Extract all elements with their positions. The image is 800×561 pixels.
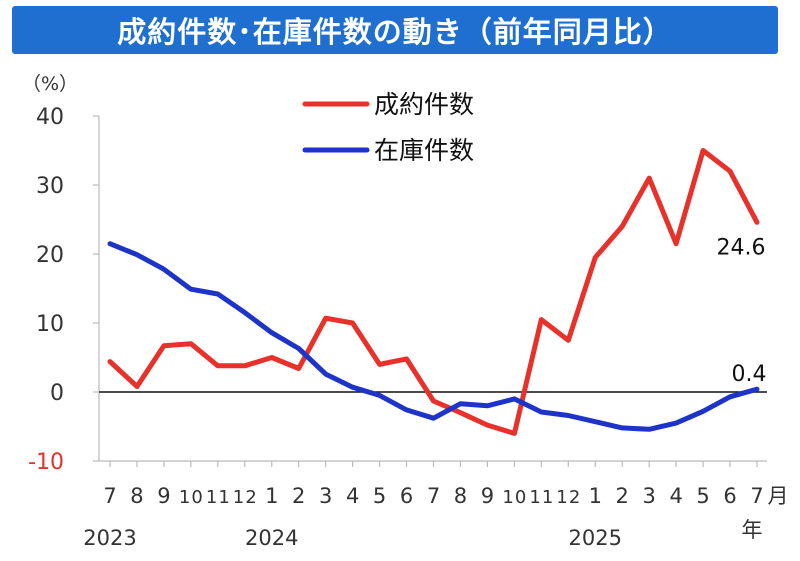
y-axis-unit-label: （%）	[22, 73, 78, 95]
x-tick-label: 10	[179, 487, 203, 508]
x-tick-label: 3	[642, 484, 655, 508]
x-axis-year-label: 2025	[569, 526, 622, 550]
x-axis-year-label: 2024	[245, 526, 298, 550]
chart-title-banner: 成約件数･在庫件数の動き（前年同月比）	[12, 6, 778, 54]
y-tick-label: -10	[28, 450, 64, 475]
x-tick-label: 8	[454, 484, 467, 508]
y-tick-label: 30	[36, 174, 64, 199]
x-tick-label: 4	[669, 484, 682, 508]
inventory-series-line	[107, 241, 760, 432]
x-tick-label: 12	[233, 487, 257, 508]
x-tick-label: 2	[616, 484, 629, 508]
chart-title: 成約件数･在庫件数の動き（前年同月比）	[117, 15, 673, 49]
x-tick-label: 11	[206, 487, 230, 508]
x-tick-label: 9	[481, 484, 494, 508]
x-tick-label: 5	[696, 484, 709, 508]
x-tick-label: 1	[265, 484, 278, 508]
x-axis-year-unit: 年	[742, 518, 763, 542]
x-tick-label: 6	[400, 484, 413, 508]
x-tick-label: 10	[502, 487, 526, 508]
x-tick-label: 12	[556, 487, 580, 508]
x-tick-label: 3	[319, 484, 332, 508]
x-tick-label: 7	[750, 484, 763, 508]
x-tick-label: 9	[157, 484, 170, 508]
y-tick-label: 20	[36, 243, 64, 268]
x-tick-label: 2	[292, 484, 305, 508]
x-tick-label: 6	[723, 484, 736, 508]
legend-label-inventory: 在庫件数	[374, 136, 474, 165]
x-axis-year-label: 2023	[83, 526, 136, 550]
y-tick-label: 40	[36, 105, 64, 130]
y-tick-label: 10	[36, 312, 64, 337]
contracts-end-value-label: 24.6	[717, 235, 766, 260]
x-tick-label: 8	[130, 484, 143, 508]
x-tick-label: 4	[346, 484, 359, 508]
inventory-end-value-label: 0.4	[732, 362, 767, 387]
x-axis-month-unit: 月	[768, 484, 789, 508]
x-tick-label: 5	[373, 484, 386, 508]
x-tick-label: 7	[103, 484, 116, 508]
x-tick-label: 11	[529, 487, 553, 508]
y-tick-label: 0	[50, 381, 64, 406]
x-tick-label: 7	[427, 484, 440, 508]
x-tick-label: 1	[589, 484, 602, 508]
legend-label-contracts: 成約件数	[374, 90, 474, 119]
contracts-series-line	[107, 148, 760, 436]
